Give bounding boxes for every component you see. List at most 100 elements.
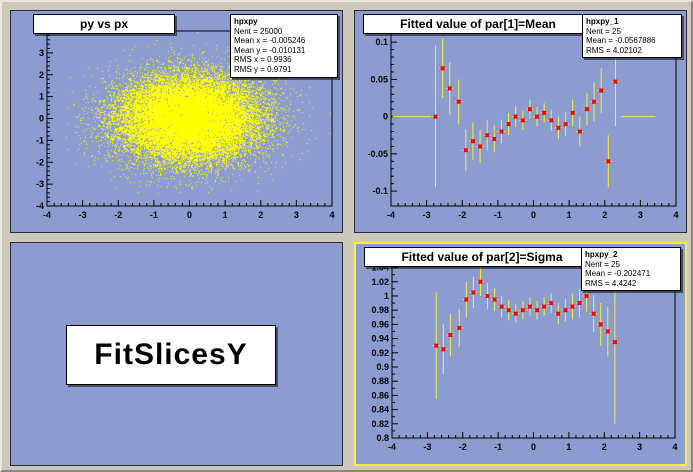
tick-label: 0.88	[371, 376, 389, 386]
data-marker	[591, 311, 596, 316]
data-marker	[592, 99, 597, 104]
data-marker	[520, 308, 525, 313]
tick-label: -1	[494, 210, 502, 220]
tick-label: 0.86	[371, 390, 389, 400]
data-marker	[549, 118, 554, 123]
data-marker	[606, 159, 611, 164]
stats-line: RMS x = 0.9936	[234, 55, 292, 65]
data-marker	[598, 322, 603, 327]
data-marker	[447, 86, 452, 91]
data-marker	[570, 304, 575, 309]
tick-label: -1	[36, 135, 44, 145]
data-marker	[499, 129, 504, 134]
stats-line: Mean x = -0.005246	[234, 36, 306, 46]
mean-stats-box[interactable]: hpxpy_1 Nent = 25 Mean = -0.0567886 RMS …	[582, 14, 682, 59]
stats-line: RMS = 4.4242	[585, 278, 637, 288]
stats-line: Nent = 25	[585, 259, 620, 269]
data-marker	[542, 304, 547, 309]
tick-label: 0.1	[375, 37, 388, 47]
tick-label: 0	[39, 114, 44, 124]
sigma-plot-area[interactable]: -4 -3 -2 -1 0 1 2 3 4 0.8 0.82 0.84 0.86 0.88 0.9 0.92 0…	[356, 244, 685, 464]
data-marker	[470, 139, 475, 144]
tick-label: 0.94	[371, 334, 389, 344]
stats-hist-name: hpxpy_2	[585, 250, 618, 259]
tick-label: 3	[637, 442, 642, 452]
mean-title-text: Fitted value of par[1]=Mean	[400, 17, 556, 31]
tick-label: 4	[672, 442, 677, 452]
tick-label: -4	[36, 201, 44, 211]
data-marker	[549, 301, 554, 306]
tick-label: 1	[566, 442, 571, 452]
scatter-title-text: py vs px	[79, 17, 129, 31]
data-marker	[485, 133, 490, 138]
data-marker	[556, 311, 561, 316]
pad-fitted-mean[interactable]: -4 -3 -2 -1 0 1 2 3 4 -0.1 -0.05 0 0.05 0.1 Fitted va…	[354, 10, 687, 233]
mean-plot-area[interactable]: -4 -3 -2 -1 0 1 2 3 4 -0.1 -0.05 0 0.05 0.1	[355, 11, 686, 232]
stats-hist-name: hpxpy_1	[586, 17, 619, 26]
tick-label: -2	[36, 157, 44, 167]
tick-label: -0.05	[367, 149, 388, 159]
data-marker	[471, 290, 476, 295]
tick-label: -3	[36, 179, 44, 189]
tick-label: 0.05	[370, 74, 388, 84]
tick-label: -0.1	[372, 186, 388, 196]
tick-label: 3	[638, 210, 643, 220]
data-marker	[448, 333, 453, 338]
pad-label[interactable]: FitSlicesY	[10, 242, 343, 466]
data-marker	[527, 107, 532, 112]
data-marker	[433, 114, 438, 119]
data-marker	[478, 279, 483, 284]
tick-label: 0	[531, 210, 536, 220]
data-marker	[527, 304, 532, 309]
tick-label: 0.96	[371, 319, 389, 329]
data-marker	[563, 122, 568, 127]
tick-label: 3	[294, 210, 299, 220]
tick-label: 1.04	[371, 263, 389, 273]
tick-label: 1	[567, 210, 572, 220]
data-marker	[457, 325, 462, 330]
tick-label: 0.84	[371, 405, 389, 415]
data-marker	[492, 297, 497, 302]
data-marker	[456, 99, 461, 104]
tick-label: 0.8	[376, 433, 389, 443]
stats-line: Mean y = -0.010131	[234, 45, 306, 55]
tick-label: -4	[43, 210, 51, 220]
data-marker	[513, 311, 518, 316]
scatter-title-box[interactable]: py vs px	[33, 14, 175, 34]
pad-fitted-sigma[interactable]: -4 -3 -2 -1 0 1 2 3 4 0.8 0.82 0.84 0.86 0.88 0.9 0.92 0…	[354, 242, 687, 466]
tick-label: 2	[602, 210, 607, 220]
tick-label: -1	[150, 210, 158, 220]
data-marker	[613, 79, 618, 84]
tick-label: 2	[39, 70, 44, 80]
tick-label: 1	[384, 291, 389, 301]
tick-label: -2	[114, 210, 122, 220]
data-marker	[577, 129, 582, 134]
data-marker	[440, 66, 445, 71]
tick-label: 4	[673, 210, 678, 220]
sigma-stats-box[interactable]: hpxpy_2 Nent = 25 Mean = -0.202471 RMS =…	[581, 247, 681, 292]
tick-label: 2	[258, 210, 263, 220]
data-marker	[542, 110, 547, 115]
data-marker	[577, 301, 582, 306]
data-marker	[584, 293, 589, 298]
stats-hist-name: hpxpy	[234, 17, 258, 26]
tick-label: 0.9	[376, 362, 389, 372]
tick-label: 3	[39, 48, 44, 58]
tick-label: -3	[423, 210, 431, 220]
tick-label: -4	[387, 210, 395, 220]
data-marker	[513, 114, 518, 119]
tick-label: 0	[383, 112, 388, 122]
tick-label: 0	[187, 210, 192, 220]
sigma-title-box[interactable]: Fitted value of par[2]=Sigma	[364, 247, 600, 267]
data-marker	[612, 340, 617, 345]
tick-label: 1	[223, 210, 228, 220]
fitslicesy-label-box[interactable]: FitSlicesY	[66, 325, 276, 385]
tick-label: -3	[423, 442, 431, 452]
scatter-stats-box[interactable]: hpxpy Nent = 25000 Mean x = -0.005246 Me…	[230, 14, 338, 78]
axes-layer: -4 -3 -2 -1 0 1 2 3 4 -0.1 -0.05 0 0.05 0.1	[367, 30, 679, 220]
data-marker	[535, 114, 540, 119]
mean-title-box[interactable]: Fitted value of par[1]=Mean	[363, 14, 593, 34]
tick-label: 4	[329, 210, 334, 220]
